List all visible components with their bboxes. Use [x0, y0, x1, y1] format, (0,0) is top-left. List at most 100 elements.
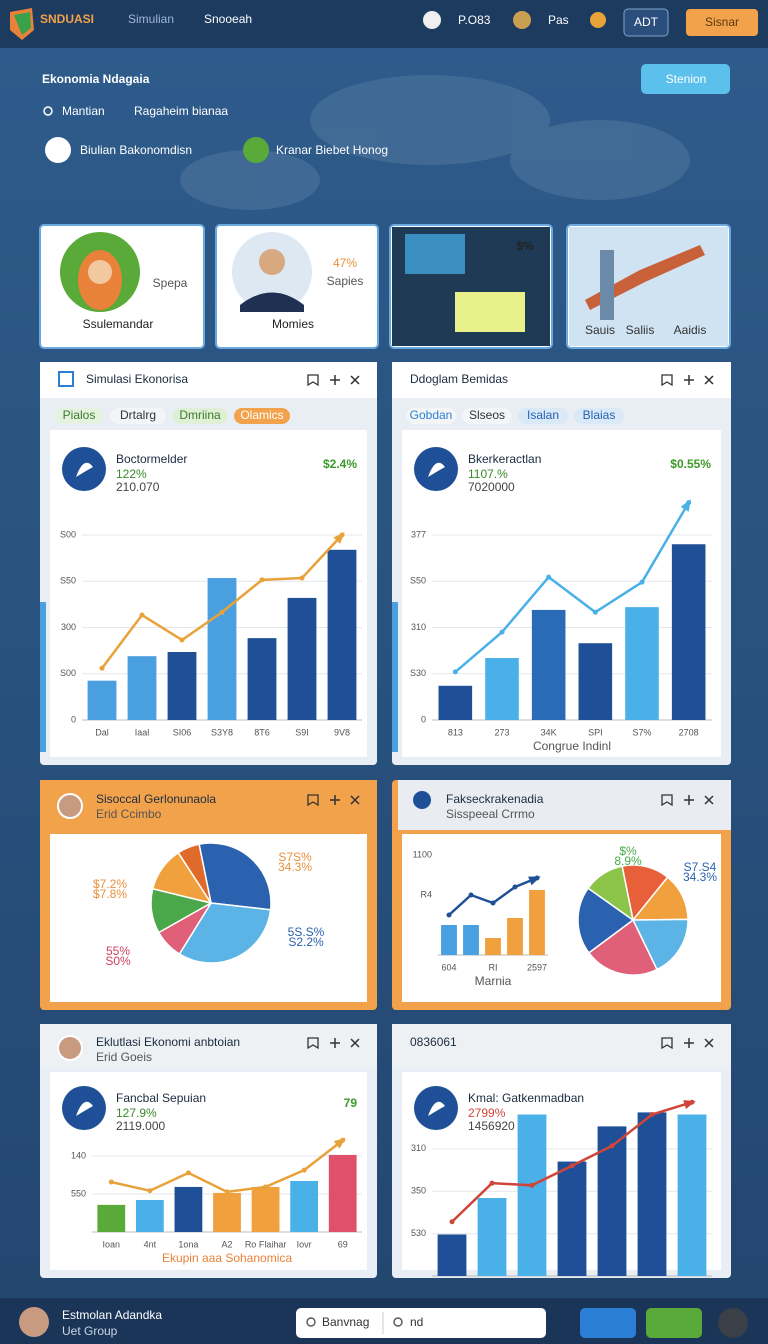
bookmark-button[interactable]: [661, 794, 673, 807]
line-point-decoration: [179, 637, 185, 643]
x-axis-label: Congrue Indinl: [533, 739, 611, 753]
filter-chip-label: Gobdan: [410, 408, 453, 422]
tag: Kranar Biebet Honog: [276, 143, 388, 157]
x-tick-label: Iaal: [135, 727, 150, 737]
line-point-decoration: [449, 1219, 455, 1225]
nav-icon[interactable]: [513, 11, 531, 29]
close-button[interactable]: [704, 795, 714, 805]
line-point-decoration: [546, 574, 552, 580]
button[interactable]: [686, 9, 758, 36]
nav-icon[interactable]: [423, 11, 441, 29]
close-button[interactable]: [704, 375, 714, 385]
line-point-decoration: [512, 884, 518, 890]
nav-icon[interactable]: [590, 12, 606, 28]
bar: [477, 1198, 507, 1276]
nav-item[interactable]: P.O83: [458, 13, 491, 27]
search-button[interactable]: [641, 64, 730, 94]
close-button[interactable]: [350, 1038, 360, 1048]
button[interactable]: [580, 1308, 636, 1338]
metric-detail: 127.9%: [116, 1106, 157, 1120]
y-tick-label: 530: [411, 1228, 426, 1238]
filter-chip-label: Blaias: [583, 408, 616, 422]
line-point-decoration: [340, 1137, 346, 1143]
card-note: Sapies: [327, 274, 364, 288]
bookmark-button[interactable]: [307, 374, 319, 387]
filter-chip[interactable]: [462, 408, 512, 424]
line-point-decoration: [609, 1143, 615, 1149]
card-photo-laptop: [405, 234, 465, 274]
nav-item[interactable]: Pas: [548, 13, 569, 27]
bookmark-button[interactable]: [307, 794, 319, 807]
bar: [328, 1154, 357, 1232]
button[interactable]: [646, 1308, 702, 1338]
bookmark-button[interactable]: [661, 374, 673, 387]
button-label: Sisnar: [705, 15, 739, 29]
bar: [290, 1180, 319, 1232]
bar: [529, 890, 545, 955]
close-button[interactable]: [350, 795, 360, 805]
expand-button[interactable]: [330, 795, 340, 805]
bar: [441, 925, 457, 955]
bar: [578, 643, 613, 720]
panel-header: [392, 1024, 731, 1068]
bar: [247, 638, 277, 720]
panel-title: Ddoglam Bemidas: [410, 372, 508, 386]
y-tick-label: S00: [60, 529, 76, 539]
annotation: S7S%: [278, 850, 312, 864]
bar: [517, 1114, 547, 1276]
filter-chip[interactable]: [574, 408, 624, 424]
annotation: $7.8%: [93, 887, 127, 901]
search-field: nd: [410, 1315, 423, 1329]
metric-value: 79: [344, 1096, 358, 1110]
filter-chip[interactable]: [54, 408, 104, 424]
filter-chip[interactable]: [234, 408, 290, 424]
button[interactable]: [718, 1308, 748, 1338]
annotation: 8.9%: [614, 854, 642, 868]
metric-detail: 1107.%: [468, 467, 508, 481]
x-tick-label: A2: [221, 1239, 232, 1249]
line-point-decoration: [139, 612, 145, 618]
expand-button[interactable]: [330, 1038, 340, 1048]
bookmark-button[interactable]: [661, 1037, 673, 1050]
button-label: ADT: [634, 15, 659, 29]
panel-header: [398, 780, 731, 830]
filter-chip-label: Drtalrg: [120, 408, 156, 422]
world-map: [180, 75, 690, 210]
nav-link[interactable]: Simulian: [128, 12, 174, 26]
metric-icon-glyph: [428, 1101, 445, 1116]
y-tick-label: 377: [411, 529, 426, 539]
expand-button[interactable]: [684, 1038, 694, 1048]
nav-link[interactable]: Snooeah: [204, 12, 252, 26]
expand-button[interactable]: [330, 375, 340, 385]
y-tick-label: 140: [71, 1150, 86, 1160]
bar: [437, 1234, 467, 1276]
expand-button[interactable]: [684, 795, 694, 805]
button-label: Stenion: [666, 72, 707, 86]
tag: Biulian Bakonomdisn: [80, 143, 192, 157]
bar: [637, 1112, 667, 1276]
expand-button[interactable]: [684, 375, 694, 385]
close-button[interactable]: [350, 375, 360, 385]
y-tick-label: 310: [411, 622, 426, 632]
line-point-decoration: [468, 892, 474, 898]
search-box[interactable]: [296, 1308, 546, 1338]
x-tick-label: 8T6: [254, 727, 270, 737]
filter-chip[interactable]: [110, 408, 166, 424]
filter-chip[interactable]: [406, 408, 456, 424]
panel-accent: [40, 602, 46, 752]
bookmark-button[interactable]: [307, 1037, 319, 1050]
x-tick-label: 2597: [527, 962, 547, 972]
bar: [97, 1204, 126, 1232]
button[interactable]: [623, 8, 669, 37]
filter-chip[interactable]: [172, 408, 228, 424]
metric-icon-glyph: [76, 1101, 93, 1116]
panel-icon: [413, 791, 431, 809]
metric-detail: 7020000: [468, 480, 515, 494]
line-point-decoration: [446, 912, 452, 918]
bar: [625, 607, 659, 720]
card-avatar-figure: [240, 292, 304, 312]
close-button[interactable]: [704, 1038, 714, 1048]
filter-chip[interactable]: [518, 408, 568, 424]
